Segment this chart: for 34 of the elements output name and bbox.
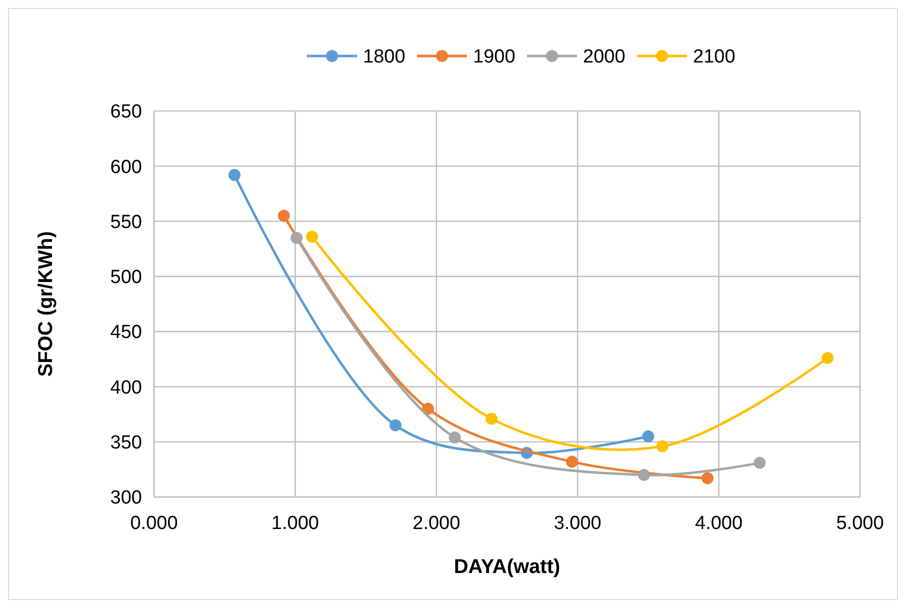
y-tick-label: 650	[110, 102, 142, 123]
y-tick-label: 350	[110, 432, 142, 454]
x-tick-label: 0.000	[130, 513, 178, 534]
x-tick-label: 3.000	[554, 513, 602, 534]
legend-label: 2100	[693, 46, 736, 68]
x-tick-label: 4.000	[695, 513, 743, 534]
legend-label: 1900	[473, 46, 516, 68]
y-tick-label: 600	[110, 156, 142, 178]
x-tick-label: 1.000	[271, 513, 319, 534]
point	[448, 431, 461, 444]
x-tick-label: 2.000	[412, 513, 460, 534]
point	[566, 456, 578, 468]
legend-label: 2000	[583, 46, 626, 68]
x-axis-title: DAYA(watt)	[454, 556, 560, 578]
point	[754, 456, 766, 469]
point	[656, 440, 668, 452]
point	[228, 168, 240, 181]
y-tick-label: 400	[110, 377, 142, 398]
x-tick-label: 5.000	[836, 513, 884, 534]
y-tick-label: 550	[110, 212, 142, 233]
point	[642, 430, 654, 442]
point	[389, 419, 402, 432]
point	[290, 232, 303, 244]
point	[822, 352, 834, 364]
point	[485, 412, 498, 425]
point	[702, 472, 714, 484]
y-tick-label: 500	[110, 267, 142, 288]
point	[278, 210, 290, 222]
legend-label: 1800	[363, 46, 406, 68]
point	[638, 468, 650, 481]
y-tick-label: 300	[110, 488, 142, 509]
point	[306, 230, 318, 243]
y-axis-title: SFOC (gr/KWh)	[35, 231, 57, 377]
y-tick-label: 450	[110, 322, 142, 344]
